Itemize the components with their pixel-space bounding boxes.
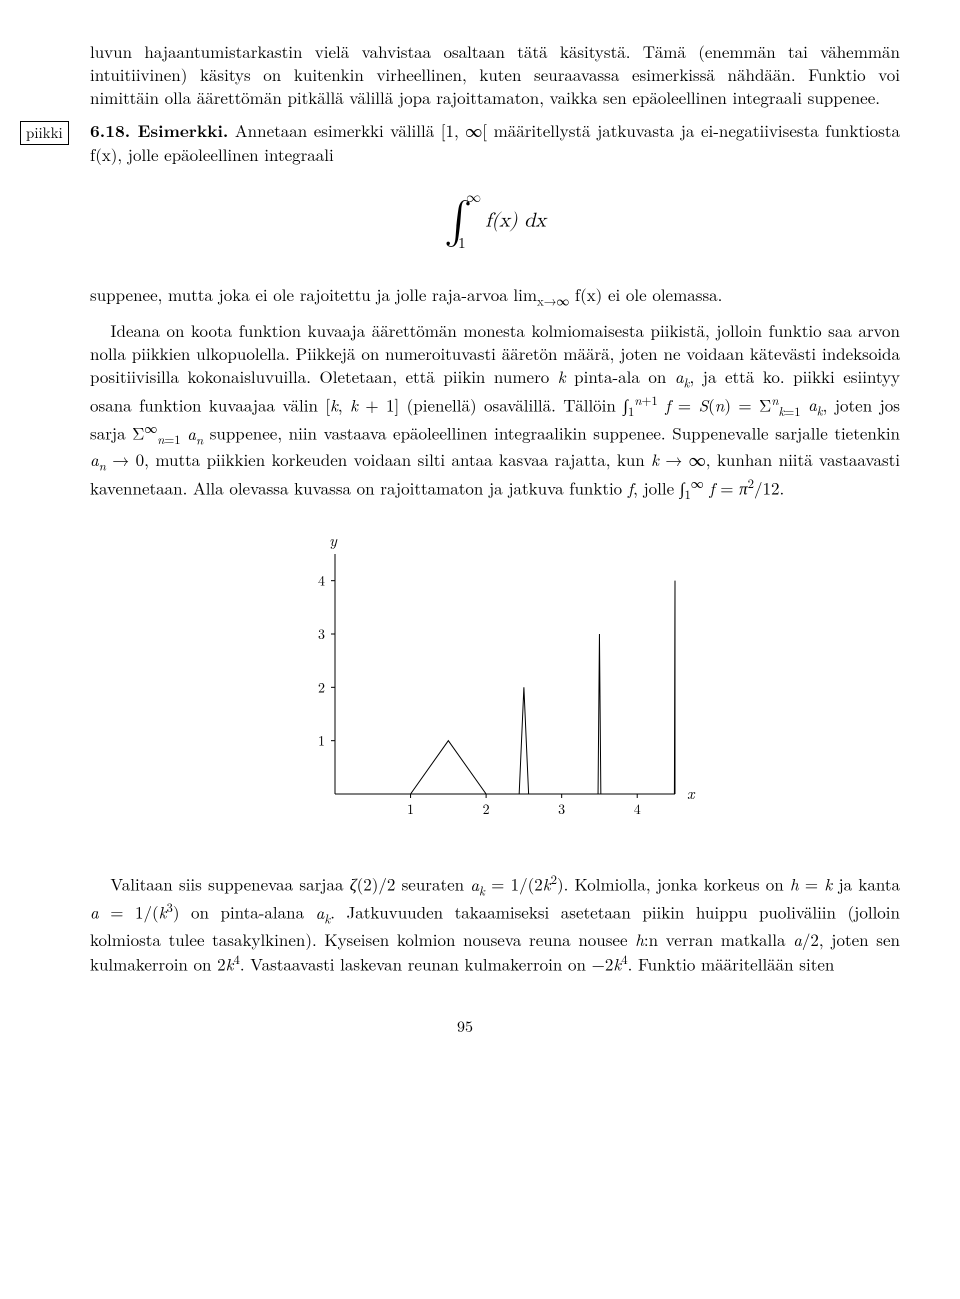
- para3a: suppenee, mutta joka ei ole rajoitettu j…: [90, 282, 537, 306]
- display-integral: ∫∞1 f(x) dx: [90, 194, 900, 251]
- integral-lower: 1: [458, 234, 466, 254]
- svg-text:2: 2: [483, 799, 490, 819]
- page-number: 95: [30, 1015, 900, 1037]
- spike-chart: 1 2 3 4 1 2 3 4 x y: [285, 534, 705, 834]
- svg-text:y: y: [329, 534, 338, 551]
- svg-text:3: 3: [318, 624, 325, 644]
- para3b: f(x) ei ole olemassa.: [569, 282, 722, 306]
- paragraph-converge: suppenee, mutta joka ei ole rajoitettu j…: [90, 283, 900, 310]
- example-paragraph: piikki 6.18. Esimerkki. Annetaan esimerk…: [90, 119, 900, 166]
- integral-upper: ∞: [466, 188, 481, 208]
- svg-text:3: 3: [558, 799, 565, 819]
- svg-text:4: 4: [318, 570, 325, 590]
- paragraph-intro: luvun hajaantumistarkastin vielä vahvist…: [90, 40, 900, 109]
- integral-body: f(x) dx: [485, 211, 546, 231]
- svg-text:2: 2: [318, 677, 325, 697]
- paragraph-idea: Ideana on koota funktion kuvaaja äärettö…: [90, 319, 900, 503]
- paragraph-choose: Valitaan siis suppenevaa sarjaa ζ(2)/2 s…: [90, 871, 900, 975]
- svg-text:4: 4: [634, 799, 641, 819]
- svg-text:1: 1: [318, 730, 325, 750]
- example-number: 6.18. Esimerkki.: [90, 119, 228, 143]
- chart-container: 1 2 3 4 1 2 3 4 x y: [90, 534, 900, 834]
- svg-text:x: x: [687, 781, 696, 804]
- svg-text:1: 1: [407, 799, 414, 819]
- para3-sub: x→∞: [537, 291, 569, 309]
- margin-label: piikki: [20, 121, 69, 145]
